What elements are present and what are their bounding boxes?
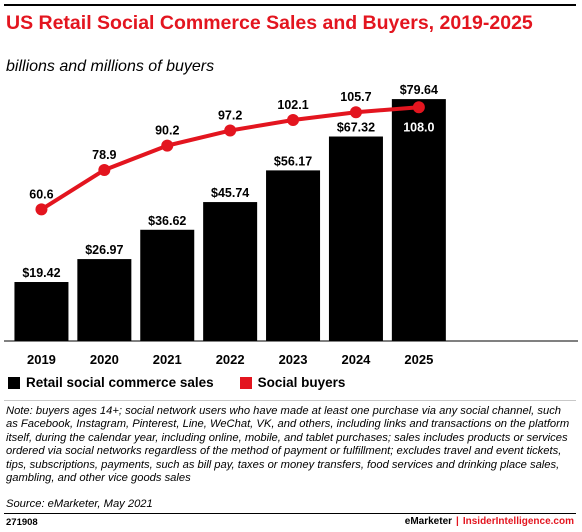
x-tick-label-2024: 2024 (341, 352, 371, 367)
legend-item-sales: Retail social commerce sales (8, 375, 214, 390)
site-link[interactable]: InsiderIntelligence.com (462, 516, 574, 527)
chart-plot: 2019 $19.42 2020 $26.97 2021 $36.62 2022 $45.74… (4, 83, 578, 367)
footer-rule (4, 513, 576, 514)
buyers-value-label-2024: 105.7 (340, 90, 371, 104)
x-tick-label-2025: 2025 (404, 352, 433, 367)
bar-value-label-2025: $79.64 (400, 83, 438, 97)
bar-2025 (391, 99, 446, 341)
bar-2022 (203, 202, 258, 341)
legend: Retail social commerce sales Social buye… (8, 375, 371, 390)
x-tick-label-2022: 2022 (216, 352, 245, 367)
buyers-value-label-2021: 90.2 (155, 124, 179, 138)
bar-value-label-2020: $26.97 (85, 243, 123, 257)
brand-name: eMarketer (404, 516, 453, 527)
chart-id: 271908 (6, 517, 38, 528)
brand-separator: | (456, 516, 459, 527)
buyers-point-2022 (224, 124, 237, 137)
separator-rule (4, 400, 576, 401)
x-tick-label-2021: 2021 (153, 352, 182, 367)
legend-item-buyers: Social buyers (239, 375, 346, 390)
buyers-point-2023 (287, 113, 300, 126)
buyers-value-label-2023: 102.1 (277, 98, 308, 112)
buyers-value-label-2022: 97.2 (218, 109, 242, 123)
chart-note: Note: buyers ages 14+; social network us… (6, 405, 570, 485)
chart-subtitle: billions and millions of buyers (6, 58, 215, 75)
top-rule (4, 4, 576, 6)
buyers-point-2021 (161, 139, 174, 152)
bar-value-label-2021: $36.62 (148, 214, 186, 228)
footer-brand: eMarketer | InsiderIntelligence.com (405, 516, 574, 527)
buyers-point-2024 (349, 106, 362, 119)
bar-value-label-2024: $67.32 (337, 121, 375, 135)
line-layer (35, 101, 425, 216)
x-tick-label-2019: 2019 (27, 352, 56, 367)
chart-title: US Retail Social Commerce Sales and Buye… (6, 12, 533, 34)
bar-2023 (266, 170, 321, 341)
bar-value-label-2019: $19.42 (22, 266, 60, 280)
buyers-point-2019 (35, 203, 48, 216)
x-tick-label-2023: 2023 (279, 352, 308, 367)
labels-layer: 2019 $19.42 2020 $26.97 2021 $36.62 2022 $45.74… (22, 83, 438, 367)
legend-label-sales: Retail social commerce sales (26, 375, 214, 390)
bar-2019 (14, 282, 69, 341)
bars-layer (4, 99, 578, 342)
bar-2021 (140, 229, 195, 341)
bar-2020 (77, 259, 132, 341)
legend-swatch-sales (8, 376, 20, 389)
bar-value-label-2022: $45.74 (211, 186, 249, 200)
chart-source: Source: eMarketer, May 2021 (6, 498, 153, 510)
x-tick-label-2020: 2020 (90, 352, 119, 367)
bar-2024 (328, 136, 383, 341)
buyers-point-2025 (412, 101, 425, 114)
bar-value-label-2023: $56.17 (274, 154, 312, 168)
buyers-value-label-2019: 60.6 (29, 187, 53, 201)
buyers-point-2020 (98, 163, 111, 176)
buyers-value-label-2025: 108.0 (403, 120, 434, 134)
legend-swatch-buyers (239, 376, 252, 389)
buyers-value-label-2020: 78.9 (92, 148, 116, 162)
legend-label-buyers: Social buyers (257, 375, 346, 390)
